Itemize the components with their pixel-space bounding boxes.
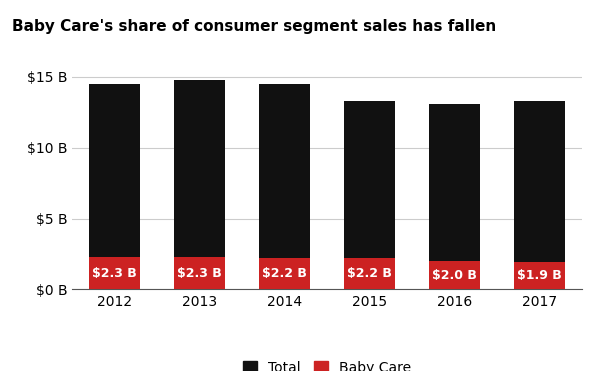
Bar	[429, 104, 480, 261]
Bar	[89, 257, 140, 289]
Bar	[174, 257, 225, 289]
Text: $2.2 B: $2.2 B	[262, 267, 307, 280]
Text: $2.3 B: $2.3 B	[92, 267, 137, 280]
Text: Baby Care's share of consumer segment sales has fallen: Baby Care's share of consumer segment sa…	[12, 19, 496, 33]
Bar	[344, 258, 395, 289]
Text: $2.0 B: $2.0 B	[432, 269, 477, 282]
Bar	[344, 101, 395, 258]
Text: $2.2 B: $2.2 B	[347, 267, 392, 280]
Bar	[429, 261, 480, 289]
Bar	[514, 101, 565, 262]
Text: $2.3 B: $2.3 B	[177, 267, 222, 280]
Bar	[89, 84, 140, 257]
Bar	[259, 84, 310, 258]
Bar	[174, 81, 225, 257]
Bar	[514, 262, 565, 289]
Legend: Total, Baby Care: Total, Baby Care	[237, 355, 417, 371]
Bar	[259, 258, 310, 289]
Text: $1.9 B: $1.9 B	[517, 269, 562, 282]
